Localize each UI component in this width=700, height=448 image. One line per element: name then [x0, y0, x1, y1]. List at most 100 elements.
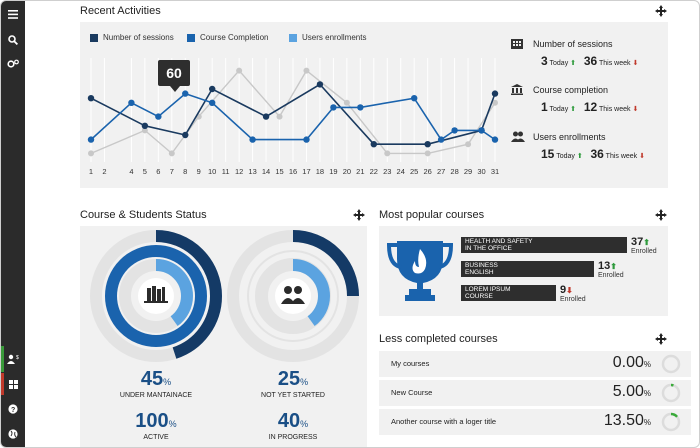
x-tick-label: 25: [410, 167, 418, 176]
data-point[interactable]: [478, 127, 485, 134]
move-icon[interactable]: [655, 333, 667, 345]
data-point[interactable]: [209, 85, 216, 93]
data-point[interactable]: [262, 113, 270, 120]
data-point[interactable]: [411, 95, 418, 102]
data-point[interactable]: [370, 141, 377, 148]
data-point[interactable]: [141, 127, 148, 134]
grid-icon[interactable]: [1, 374, 25, 394]
data-point[interactable]: [357, 104, 364, 111]
status-unit: %: [168, 419, 177, 429]
x-tick-label: 22: [370, 167, 378, 176]
status-label: ACTIVE: [143, 434, 169, 441]
search-icon[interactable]: [1, 30, 25, 50]
course-name-line: COURSE: [465, 293, 493, 300]
globe-icon[interactable]: [1, 424, 25, 444]
less-completed-row[interactable]: My courses 0.00%: [379, 351, 691, 377]
data-point[interactable]: [182, 90, 189, 97]
data-point[interactable]: [316, 81, 324, 88]
x-tick-label: 27: [437, 167, 445, 176]
move-icon[interactable]: [655, 209, 667, 221]
x-tick-label: 9: [197, 167, 201, 176]
x-tick-label: 28: [450, 167, 458, 176]
course-enrolled-label: Enrolled: [598, 272, 624, 279]
data-point[interactable]: [182, 131, 189, 139]
status-in-progress: 40% IN PROGRESS: [233, 410, 353, 441]
help-icon[interactable]: ?: [1, 399, 25, 419]
data-point[interactable]: [128, 99, 135, 107]
data-point[interactable]: [303, 136, 310, 143]
stat-completion: Course completion 1 Today ⬆ 12 This week…: [511, 84, 681, 114]
data-point[interactable]: [141, 122, 149, 129]
less-completed-row[interactable]: Another course with a loger title 13.50%: [379, 409, 691, 435]
legend-label: Number of sessions: [103, 33, 174, 42]
popular-courses-panel: HEALTH AND SAFETY IN THE OFFICE 37⬆ Enrolle…: [379, 226, 668, 316]
data-point[interactable]: [384, 150, 391, 157]
menu-icon[interactable]: [1, 4, 25, 24]
data-point[interactable]: [451, 127, 458, 134]
data-point[interactable]: [155, 113, 162, 120]
institution-icon: [511, 84, 523, 95]
data-point[interactable]: [87, 136, 95, 143]
stat-week-value: 12: [583, 100, 598, 114]
course-name: My courses: [391, 359, 430, 368]
completion-value: 5.00%: [612, 383, 651, 400]
user-badge-icon[interactable]: $: [1, 349, 25, 369]
legend-swatch: [90, 33, 98, 42]
less-completed-row[interactable]: New Course 5.00%: [379, 380, 691, 406]
course-status-panel: 45% UNDER MANTAINACE 25% NOT YET STARTED…: [80, 226, 367, 447]
x-tick-label: 21: [356, 167, 364, 176]
data-point[interactable]: [343, 99, 350, 106]
recent-activities-panel: Number of sessions Course Completion Use…: [80, 22, 668, 188]
data-point[interactable]: [492, 99, 498, 106]
stat-today-label: Today: [556, 153, 575, 160]
legend-swatch: [289, 33, 297, 42]
move-icon[interactable]: [353, 209, 365, 221]
data-point[interactable]: [491, 136, 499, 143]
recent-activities-title: Recent Activities: [80, 5, 161, 17]
status-value: 100: [135, 410, 169, 432]
legend-label: Course Completion: [200, 33, 269, 42]
course-status-title: Course & Students Status: [80, 209, 207, 221]
stat-title: Course completion: [533, 84, 609, 95]
series-line: [90, 83, 496, 145]
data-point[interactable]: [87, 95, 95, 102]
data-point[interactable]: [330, 104, 337, 111]
completion-value: 13.50%: [603, 412, 651, 429]
move-icon[interactable]: [655, 5, 667, 17]
course-name-line: LOREM IPSUM: [465, 286, 511, 293]
arrow-up-icon: ⬆: [610, 262, 617, 271]
popular-course-bar[interactable]: LOREM IPSUM COURSE: [461, 285, 556, 301]
arrow-up-icon: ⬆: [576, 153, 583, 160]
course-enrolled-count: 9⬇: [560, 284, 573, 296]
popular-course-bar[interactable]: BUSINESS ENGLISH: [461, 261, 594, 277]
stat-sessions: Number of sessions 3 Today ⬆ 36 This wee…: [511, 38, 681, 68]
status-value: 40: [277, 410, 301, 432]
status-label: UNDER MANTAINACE: [119, 392, 193, 399]
data-point[interactable]: [209, 99, 216, 107]
data-point[interactable]: [303, 67, 310, 74]
data-point[interactable]: [465, 141, 472, 148]
svg-text:$: $: [16, 355, 19, 361]
data-point[interactable]: [491, 90, 499, 97]
data-point[interactable]: [424, 150, 431, 157]
data-point[interactable]: [437, 136, 445, 143]
main-content: Recent Activities Number of sessions Cou…: [25, 1, 699, 447]
data-point[interactable]: [88, 150, 94, 157]
arrow-up-icon: ⬆: [643, 238, 650, 247]
x-tick-label: 6: [156, 167, 160, 176]
data-point[interactable]: [276, 113, 283, 120]
data-point[interactable]: [236, 67, 243, 74]
x-tick-label: 5: [143, 167, 147, 176]
x-tick-label: 30: [477, 167, 485, 176]
settings-icon[interactable]: [1, 54, 25, 74]
data-point[interactable]: [424, 141, 431, 148]
status-unit: %: [163, 377, 172, 387]
data-point[interactable]: [249, 136, 256, 143]
popular-course-bar[interactable]: HEALTH AND SAFETY IN THE OFFICE: [461, 237, 627, 253]
less-completed-title: Less completed courses: [379, 333, 498, 345]
x-tick-label: 15: [275, 167, 283, 176]
trophy-icon: [386, 241, 454, 301]
data-point[interactable]: [168, 150, 175, 157]
ring-outer-dark: [227, 230, 359, 362]
